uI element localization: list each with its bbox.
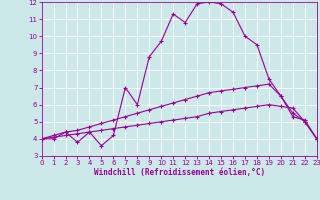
X-axis label: Windchill (Refroidissement éolien,°C): Windchill (Refroidissement éolien,°C) <box>94 168 265 177</box>
